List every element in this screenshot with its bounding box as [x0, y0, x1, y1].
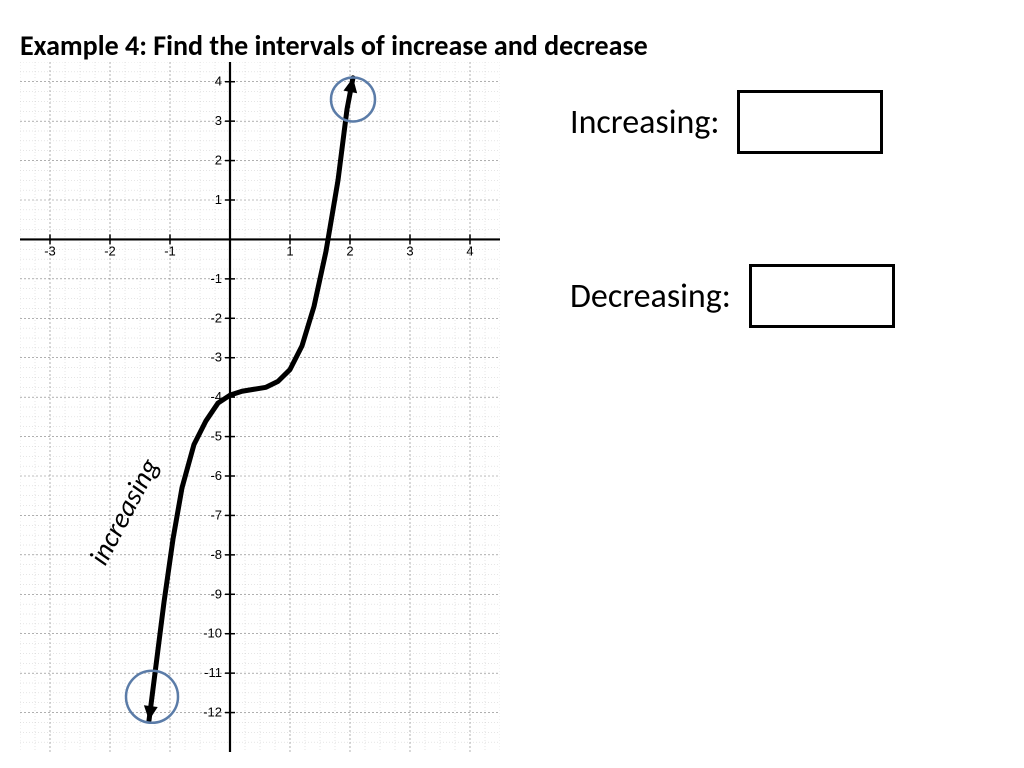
svg-text:-9: -9 — [210, 586, 222, 601]
decreasing-label: Decreasing: — [570, 276, 731, 317]
svg-text:-7: -7 — [210, 507, 222, 522]
svg-text:-2: -2 — [210, 310, 222, 325]
graph-svg: -3-2-11234-12-11-10-9-8-7-6-5-4-3-2-1123… — [20, 62, 500, 752]
svg-text:4: 4 — [215, 74, 222, 89]
svg-text:-5: -5 — [210, 429, 222, 444]
svg-text:-10: -10 — [203, 626, 222, 641]
svg-text:1: 1 — [286, 243, 293, 258]
increasing-answer-box[interactable] — [737, 90, 883, 154]
svg-text:-3: -3 — [44, 243, 56, 258]
increasing-row: Increasing: — [570, 90, 895, 154]
svg-text:2: 2 — [215, 153, 222, 168]
decreasing-row: Decreasing: — [570, 264, 895, 328]
answer-panel: Increasing: Decreasing: — [570, 90, 895, 438]
svg-text:1: 1 — [215, 192, 222, 207]
svg-text:2: 2 — [346, 243, 353, 258]
svg-text:3: 3 — [406, 243, 413, 258]
svg-text:-1: -1 — [164, 243, 176, 258]
svg-text:increasing: increasing — [81, 451, 167, 570]
svg-text:-2: -2 — [104, 243, 116, 258]
graph-area: -3-2-11234-12-11-10-9-8-7-6-5-4-3-2-1123… — [20, 62, 500, 752]
svg-text:-1: -1 — [210, 271, 222, 286]
svg-text:-12: -12 — [203, 705, 222, 720]
svg-text:-6: -6 — [210, 468, 222, 483]
decreasing-answer-box[interactable] — [749, 264, 895, 328]
svg-text:3: 3 — [215, 113, 222, 128]
page-title: Example 4: Find the intervals of increas… — [20, 28, 648, 63]
svg-text:4: 4 — [466, 243, 473, 258]
svg-text:-3: -3 — [210, 350, 222, 365]
svg-text:-11: -11 — [204, 665, 222, 680]
increasing-label: Increasing: — [570, 102, 719, 143]
svg-text:-8: -8 — [210, 547, 222, 562]
